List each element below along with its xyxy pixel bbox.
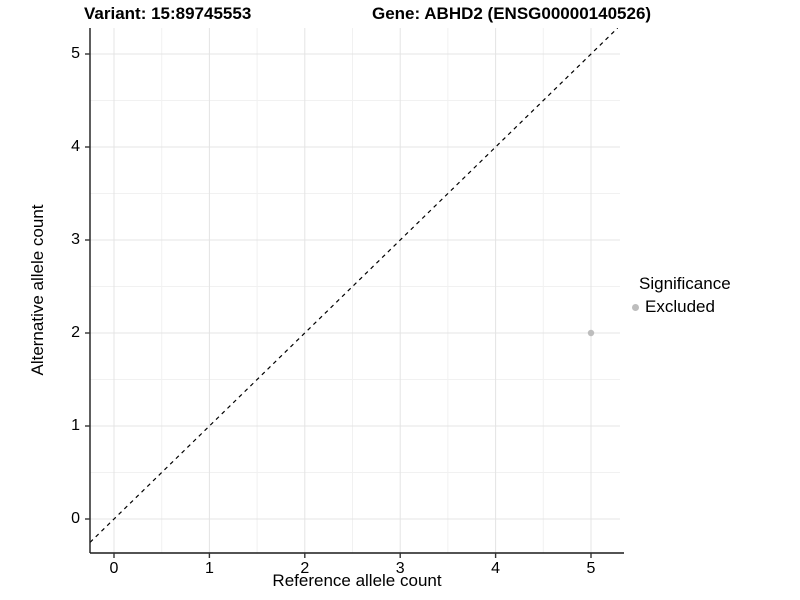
plot-title-variant: Variant: 15:89745553 xyxy=(84,4,252,23)
x-tick-label: 2 xyxy=(300,560,310,577)
identity-reference-line xyxy=(89,28,619,543)
plot-title-gene: Gene: ABHD2 (ENSG00000140526) xyxy=(372,4,652,23)
x-tick-label: 1 xyxy=(204,560,214,577)
y-tick-label: 5 xyxy=(71,45,80,62)
y-axis-label: Alternative allele count xyxy=(28,204,47,376)
y-tick-label: 3 xyxy=(71,231,80,248)
legend-entry-excluded: Excluded xyxy=(632,297,731,317)
legend-title: Significance xyxy=(639,274,731,293)
x-tick-label: 0 xyxy=(109,560,119,577)
y-tick-label: 1 xyxy=(71,417,80,434)
y-tick-label: 0 xyxy=(71,510,80,527)
data-point xyxy=(587,329,595,337)
legend: Significance Excluded xyxy=(632,274,731,317)
plot-panel xyxy=(85,28,624,558)
y-tick-label: 2 xyxy=(71,324,80,341)
legend-entry-label: Excluded xyxy=(645,297,715,316)
x-axis-label: Reference allele count xyxy=(272,571,442,590)
x-tick-label: 3 xyxy=(395,560,405,577)
x-tick-label: 4 xyxy=(491,560,501,577)
y-tick-label: 4 xyxy=(71,138,80,155)
x-tick-label: 5 xyxy=(586,560,596,577)
legend-swatch-icon xyxy=(632,303,639,311)
